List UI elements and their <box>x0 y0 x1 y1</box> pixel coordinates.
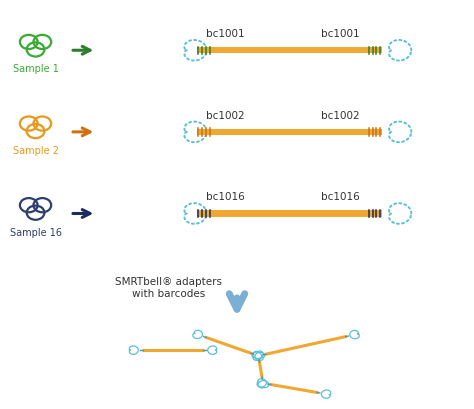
Bar <box>197 130 382 135</box>
Text: bc1002: bc1002 <box>206 110 245 120</box>
Bar <box>197 48 382 54</box>
Text: bc1002: bc1002 <box>321 110 360 120</box>
Text: bc1016: bc1016 <box>321 192 360 202</box>
Text: SMRTbell® adapters
with barcodes: SMRTbell® adapters with barcodes <box>115 276 222 298</box>
Bar <box>197 211 382 217</box>
Text: bc1001: bc1001 <box>321 29 360 39</box>
Text: Sample 16: Sample 16 <box>9 227 62 237</box>
Text: bc1001: bc1001 <box>206 29 245 39</box>
Text: Sample 1: Sample 1 <box>13 64 58 74</box>
Text: Sample 2: Sample 2 <box>12 146 59 156</box>
Text: bc1016: bc1016 <box>206 192 245 202</box>
